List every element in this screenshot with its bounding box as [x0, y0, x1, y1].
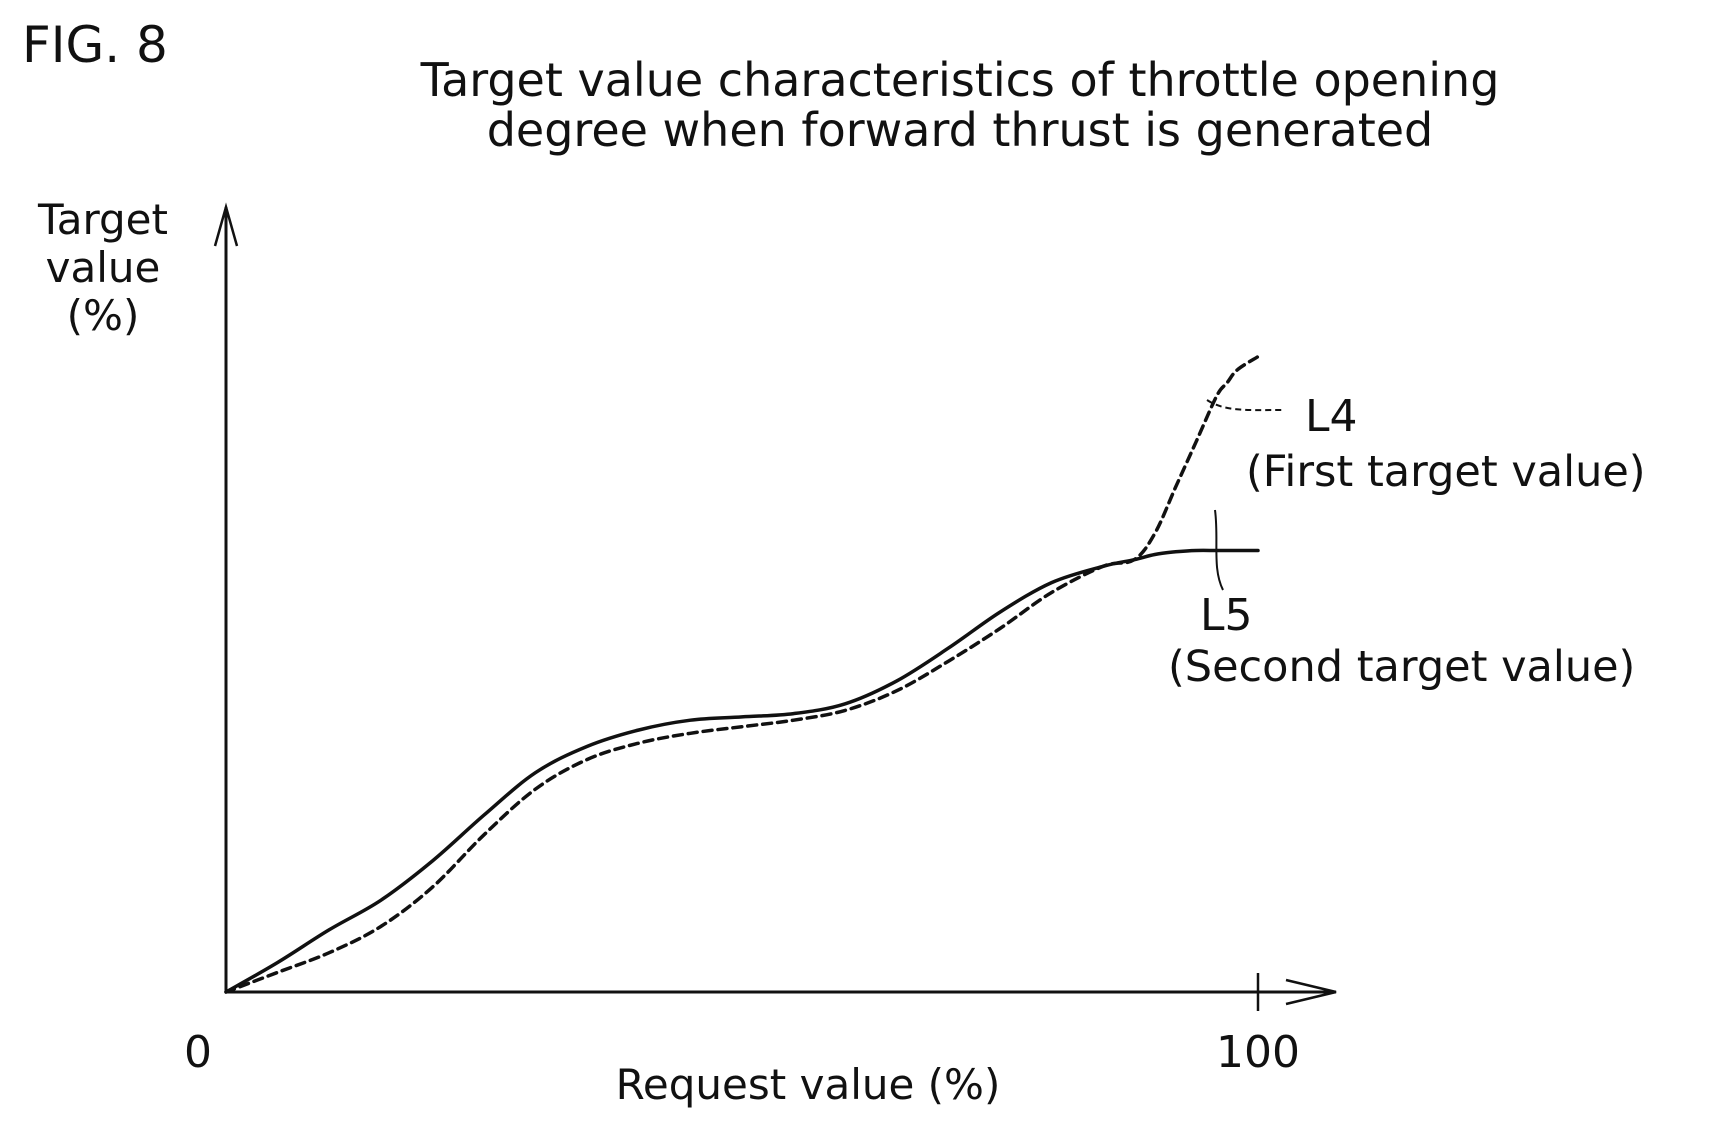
l4-label: L4	[1305, 391, 1358, 442]
l5-description: (Second target value)	[1168, 642, 1635, 692]
x-axis	[226, 973, 1337, 1011]
y-axis-label-line-2: value	[46, 243, 161, 292]
chart-title-line-2: degree when forward thrust is generated	[487, 103, 1434, 157]
y-axis-label-line-3: (%)	[67, 291, 140, 340]
l5-leader-line	[1214, 509, 1224, 591]
x-axis-arrowhead	[1285, 978, 1337, 1006]
l4-description: (First target value)	[1246, 447, 1646, 497]
x-axis-label: Request value (%)	[616, 1060, 1001, 1109]
figure-label: FIG. 8	[22, 16, 168, 74]
y-axis-label-line-1: Target	[37, 195, 168, 244]
l5-label: L5	[1200, 590, 1253, 641]
series-line-l5	[224, 548, 1260, 994]
y-axis-arrowhead	[213, 202, 239, 247]
x-tick-label-0: 0	[184, 1027, 212, 1078]
y-axis	[213, 202, 239, 992]
l4-leader-line	[1206, 399, 1283, 412]
chart-title-line-1: Target value characteristics of throttle…	[420, 53, 1500, 107]
plot-area	[224, 354, 1260, 994]
series-line-l4	[224, 354, 1260, 994]
x-tick-label-100: 100	[1216, 1027, 1300, 1078]
